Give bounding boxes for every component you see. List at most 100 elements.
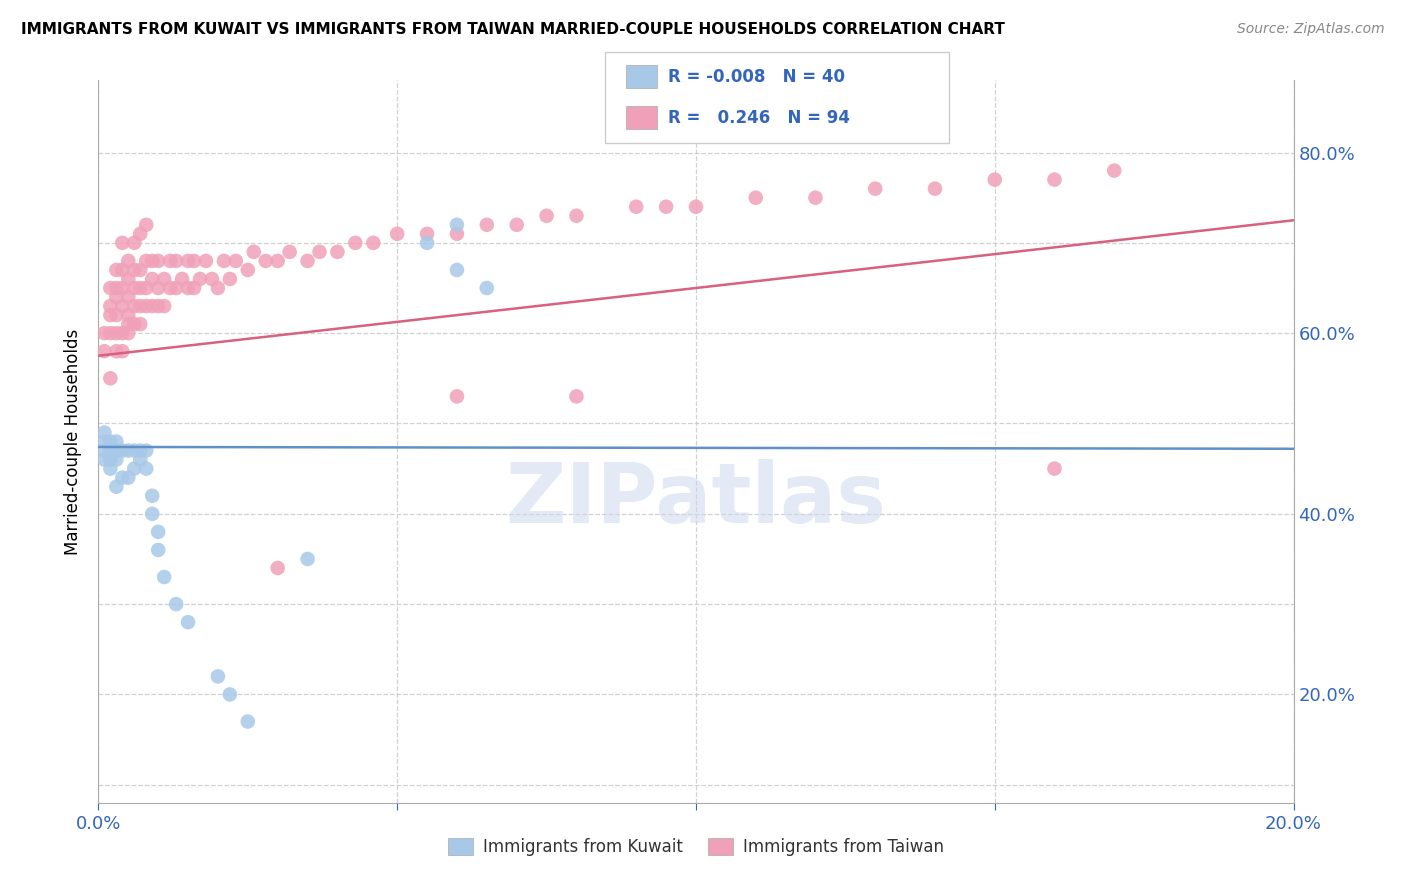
Point: [924, 181, 946, 195]
Point: [135, 218, 157, 232]
Point: [98, 443, 122, 458]
Point: [105, 326, 128, 341]
Point: [1104, 163, 1126, 178]
Point: [506, 218, 529, 232]
Point: [207, 669, 229, 683]
Point: [225, 253, 247, 268]
Point: [124, 263, 146, 277]
Point: [93, 452, 115, 467]
Point: [267, 561, 290, 575]
Point: [177, 253, 200, 268]
Point: [159, 253, 181, 268]
Point: [446, 227, 468, 241]
Point: [111, 263, 134, 277]
Point: [98, 443, 122, 458]
Point: [93, 326, 115, 341]
Point: [105, 290, 128, 304]
Point: [159, 281, 181, 295]
Point: [236, 714, 259, 729]
Point: [326, 244, 349, 259]
Text: ZIPatlas: ZIPatlas: [506, 458, 886, 540]
Point: [111, 235, 134, 250]
Point: [865, 181, 887, 195]
Point: [254, 253, 277, 268]
Point: [124, 235, 146, 250]
Point: [105, 344, 128, 359]
Point: [165, 597, 187, 611]
Point: [183, 253, 205, 268]
Point: [207, 281, 229, 295]
Point: [111, 299, 134, 313]
Point: [655, 200, 678, 214]
Point: [135, 281, 157, 295]
Point: [267, 253, 290, 268]
Point: [626, 200, 648, 214]
Point: [111, 281, 134, 295]
Point: [124, 299, 146, 313]
Point: [536, 209, 558, 223]
Point: [219, 272, 242, 286]
Point: [416, 227, 439, 241]
Point: [148, 253, 170, 268]
Point: [111, 471, 134, 485]
Point: [344, 235, 367, 250]
Point: [141, 272, 163, 286]
Point: [212, 253, 235, 268]
Point: [98, 452, 122, 467]
Point: [219, 687, 242, 701]
Point: [117, 471, 139, 485]
Point: [153, 299, 176, 313]
Point: [129, 452, 152, 467]
Point: [93, 443, 115, 458]
Point: [141, 489, 163, 503]
Point: [124, 461, 146, 475]
Point: [105, 452, 128, 467]
Point: [93, 425, 115, 440]
Point: [93, 434, 115, 449]
Point: [685, 200, 707, 214]
Point: [153, 272, 176, 286]
Point: [124, 317, 146, 331]
Point: [117, 308, 139, 322]
Point: [148, 524, 170, 539]
Point: [117, 290, 139, 304]
Point: [141, 507, 163, 521]
Point: [129, 443, 152, 458]
Point: [98, 281, 122, 295]
Point: [117, 272, 139, 286]
Point: [98, 299, 122, 313]
Point: [98, 461, 122, 475]
Point: [745, 191, 768, 205]
Point: [117, 317, 139, 331]
Point: [363, 235, 385, 250]
Point: [565, 209, 588, 223]
Point: [124, 281, 146, 295]
Point: [111, 326, 134, 341]
Point: [195, 253, 218, 268]
Point: [105, 263, 128, 277]
Point: [446, 389, 468, 403]
Point: [98, 452, 122, 467]
Point: [297, 552, 319, 566]
Point: [117, 443, 139, 458]
Point: [804, 191, 827, 205]
Point: [98, 308, 122, 322]
Point: [243, 244, 266, 259]
Point: [446, 263, 468, 277]
Point: [135, 443, 157, 458]
Point: [165, 253, 187, 268]
Point: [148, 281, 170, 295]
Point: [98, 443, 122, 458]
Point: [446, 218, 468, 232]
Point: [111, 443, 134, 458]
Point: [385, 227, 409, 241]
Point: [297, 253, 319, 268]
Point: [177, 615, 200, 630]
Point: [165, 281, 187, 295]
Point: [141, 253, 163, 268]
Point: [141, 299, 163, 313]
Text: R = -0.008   N = 40: R = -0.008 N = 40: [668, 68, 845, 86]
Point: [105, 443, 128, 458]
Y-axis label: Married-couple Households: Married-couple Households: [65, 328, 83, 555]
Point: [98, 326, 122, 341]
